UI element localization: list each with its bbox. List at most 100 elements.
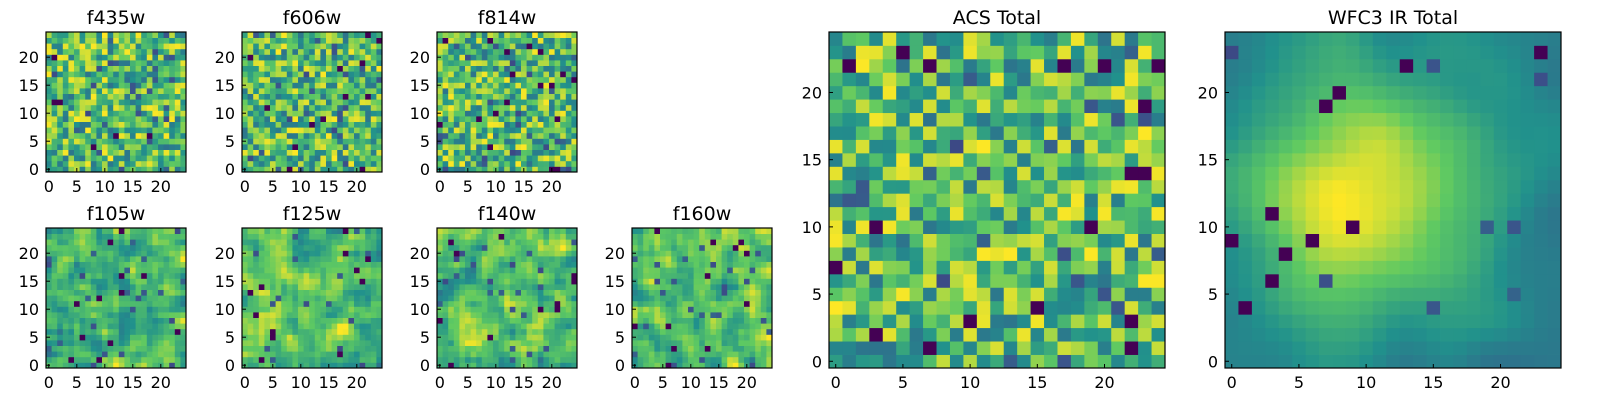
heatmap-cell: [337, 155, 344, 162]
heatmap-cell: [560, 323, 567, 330]
heatmap-cell: [532, 99, 539, 106]
heatmap-cell: [537, 362, 544, 369]
heatmap-cell: [331, 228, 338, 234]
heatmap-cell: [113, 345, 120, 352]
heatmap-cell: [549, 121, 555, 128]
heatmap-cell: [565, 127, 572, 134]
heatmap-cell: [331, 76, 338, 83]
heatmap-cell: [320, 121, 327, 128]
heatmap-cell: [1030, 193, 1045, 208]
heatmap-cell: [376, 284, 383, 290]
heatmap-cell: [465, 60, 471, 66]
heatmap-cell: [448, 48, 455, 55]
heatmap-cell: [744, 295, 750, 302]
heatmap-cell: [716, 300, 722, 307]
heatmap-cell: [124, 228, 131, 234]
heatmap-cell: [693, 250, 700, 257]
heatmap-cell: [242, 127, 248, 134]
heatmap-cell: [453, 155, 460, 162]
heatmap-cell: [682, 284, 689, 290]
heatmap-cell: [448, 323, 455, 330]
heatmap-cell: [253, 60, 260, 66]
heatmap-cell: [990, 273, 1005, 288]
heatmap-cell: [963, 341, 978, 355]
heatmap-cell: [124, 323, 131, 330]
heatmap-cell: [487, 244, 494, 251]
heatmap-cell: [521, 233, 527, 240]
heatmap-cell: [275, 295, 282, 302]
heatmap-cell: [465, 256, 471, 262]
heatmap-cell: [180, 233, 187, 240]
heatmap-cell: [459, 272, 466, 279]
heatmap-cell: [760, 261, 767, 268]
heatmap-cell: [326, 54, 332, 61]
heatmap-cell: [163, 317, 170, 324]
heatmap-cell: [292, 278, 299, 285]
heatmap-cell: [281, 356, 288, 363]
heatmap-cell: [442, 362, 449, 369]
heatmap-cell: [275, 228, 282, 234]
heatmap-cell: [560, 300, 567, 307]
heatmap-cell: [62, 345, 69, 352]
heatmap-cell: [554, 71, 561, 78]
heatmap-cell: [437, 160, 443, 167]
heatmap-cell: [96, 250, 103, 257]
x-tick-label: 0: [435, 373, 445, 392]
heatmap-cell: [470, 149, 477, 156]
heatmap-cell: [62, 233, 69, 240]
heatmap-cell: [51, 261, 58, 268]
heatmap-cell: [504, 144, 511, 150]
heatmap-cell: [74, 149, 80, 156]
heatmap-cell: [298, 144, 304, 150]
heatmap-cell: [79, 362, 86, 369]
heatmap-cell: [704, 351, 711, 358]
heatmap-cell: [766, 340, 773, 346]
heatmap-cell: [298, 278, 304, 285]
heatmap-cell: [51, 300, 58, 307]
heatmap-cell: [141, 267, 148, 274]
heatmap-cell: [842, 247, 857, 261]
heatmap-cell: [537, 104, 544, 111]
heatmap-cell: [465, 284, 471, 290]
heatmap-cell: [74, 132, 80, 139]
heatmap-cell: [521, 351, 527, 358]
heatmap-cell: [348, 104, 355, 111]
heatmap-cell: [543, 32, 550, 38]
heatmap-cell: [247, 121, 254, 128]
heatmap-cell: [365, 334, 372, 341]
heatmap-cell: [693, 233, 700, 240]
heatmap-cell: [309, 323, 316, 330]
heatmap-cell: [1124, 193, 1139, 208]
heatmap-cell: [62, 323, 69, 330]
heatmap-cell: [57, 54, 64, 61]
heatmap-cell: [68, 284, 75, 290]
heatmap-cell: [135, 110, 142, 117]
heatmap-cell: [665, 228, 672, 234]
heatmap-cell: [571, 340, 578, 346]
heatmap-cell: [963, 179, 978, 194]
heatmap-cell: [760, 317, 767, 324]
heatmap-cell: [526, 76, 533, 83]
heatmap-cell: [470, 334, 477, 341]
heatmap-cell: [549, 99, 555, 106]
heatmap-cell: [476, 244, 483, 251]
heatmap-cell: [309, 300, 316, 307]
heatmap-cell: [554, 48, 561, 55]
heatmap-cell: [74, 345, 80, 352]
heatmap-cell: [643, 250, 650, 257]
heatmap-cell: [487, 132, 494, 139]
heatmap-cell: [309, 93, 316, 100]
heatmap-cell: [504, 127, 511, 134]
heatmap-cell: [549, 149, 555, 156]
heatmap-cell: [453, 104, 460, 111]
heatmap-cell: [247, 278, 254, 285]
heatmap-cell: [79, 300, 86, 307]
heatmap-cell: [453, 93, 460, 100]
heatmap-cell: [51, 155, 58, 162]
x-tick-label: 15: [123, 177, 143, 196]
heatmap-cell: [727, 289, 734, 296]
heatmap-cell: [1124, 273, 1139, 288]
heatmap-cell: [688, 261, 694, 268]
heatmap-cell: [46, 256, 52, 262]
